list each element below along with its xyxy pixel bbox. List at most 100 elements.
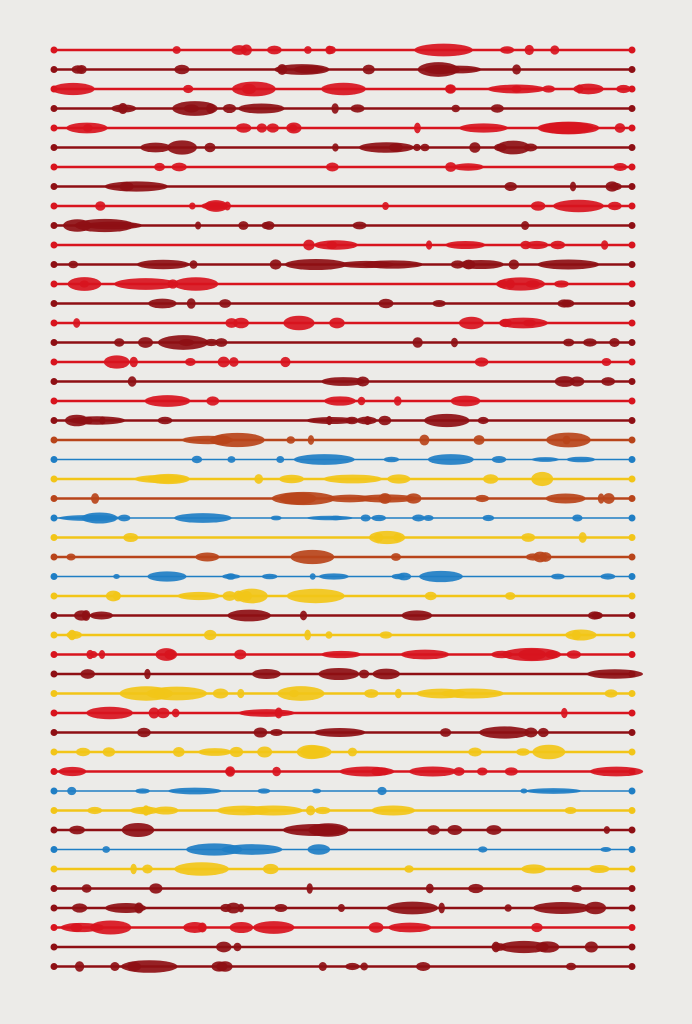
blob (412, 514, 425, 522)
blob (432, 299, 446, 308)
stripe-end (628, 826, 636, 834)
blob (571, 630, 581, 640)
blob (452, 163, 485, 171)
blob (154, 162, 166, 172)
blob (123, 532, 139, 543)
blob (173, 277, 219, 291)
blob (216, 941, 232, 953)
blob (419, 434, 430, 446)
blob (267, 45, 282, 55)
blob (521, 533, 536, 542)
blob (231, 81, 276, 97)
blob (458, 316, 485, 330)
blob (438, 902, 445, 914)
stripe-end (628, 124, 636, 132)
stripe-end (50, 397, 58, 405)
blob (237, 688, 245, 699)
stripe-end (50, 456, 58, 463)
blob (600, 573, 616, 580)
blob (189, 202, 196, 210)
stripe-end (50, 826, 58, 834)
stripe-end (628, 222, 636, 229)
blob (368, 922, 384, 933)
blob (602, 493, 615, 504)
stripe-end (50, 261, 58, 268)
blob (450, 395, 481, 407)
blob (451, 104, 461, 113)
blob (228, 357, 239, 367)
blob (194, 221, 202, 230)
blob (572, 514, 583, 522)
blob (67, 277, 102, 291)
blob (417, 62, 460, 77)
blob (210, 435, 232, 445)
stripe-end (50, 46, 58, 54)
blob (378, 298, 394, 309)
stripe-end (628, 319, 636, 327)
blob (154, 689, 165, 698)
stripe-end (628, 436, 636, 444)
blob (262, 863, 279, 875)
blob (147, 571, 187, 582)
blob (172, 46, 181, 54)
blob (300, 745, 332, 759)
stripe-end (628, 943, 636, 951)
blob (137, 727, 151, 738)
blob (174, 862, 229, 876)
blob (512, 64, 522, 75)
blob (408, 766, 457, 777)
blob (416, 962, 431, 971)
blob (425, 883, 434, 894)
blob (609, 338, 620, 347)
blob (321, 82, 367, 96)
blob (263, 221, 275, 230)
blob (313, 728, 366, 737)
blob (554, 376, 575, 387)
blob (234, 649, 247, 660)
blob (565, 629, 597, 641)
blob (345, 962, 360, 971)
blob (73, 318, 81, 328)
blob (304, 629, 311, 641)
stripe-end (50, 514, 58, 522)
blob (378, 493, 392, 504)
blob (546, 432, 591, 448)
stripe-end (628, 241, 636, 249)
stripe-end (50, 222, 58, 229)
blob (575, 84, 584, 94)
blob (525, 788, 582, 794)
blob (457, 259, 505, 270)
blob (561, 299, 575, 308)
blob (142, 864, 153, 874)
stripe-end (628, 144, 636, 151)
blob (479, 726, 530, 739)
blob (490, 104, 504, 113)
blob (566, 456, 596, 463)
blob (284, 258, 348, 271)
blob (206, 396, 220, 406)
blob (499, 46, 515, 54)
blob (211, 961, 227, 972)
blob (155, 648, 178, 661)
blob (350, 104, 365, 113)
stripe-end (628, 456, 636, 463)
blob (584, 901, 607, 915)
stripe-end (50, 378, 58, 385)
blob (256, 123, 268, 133)
blob (233, 317, 249, 329)
blob (229, 921, 254, 934)
blob (204, 338, 219, 347)
blob (504, 182, 518, 191)
stripe-end (628, 514, 636, 522)
blob (495, 277, 546, 291)
blob (459, 123, 509, 133)
blob (203, 629, 217, 641)
blob (445, 240, 486, 250)
blob (270, 515, 282, 521)
blob (447, 824, 463, 836)
blob (423, 413, 470, 428)
blob (616, 84, 631, 94)
blob (360, 514, 371, 522)
blob (66, 630, 83, 640)
